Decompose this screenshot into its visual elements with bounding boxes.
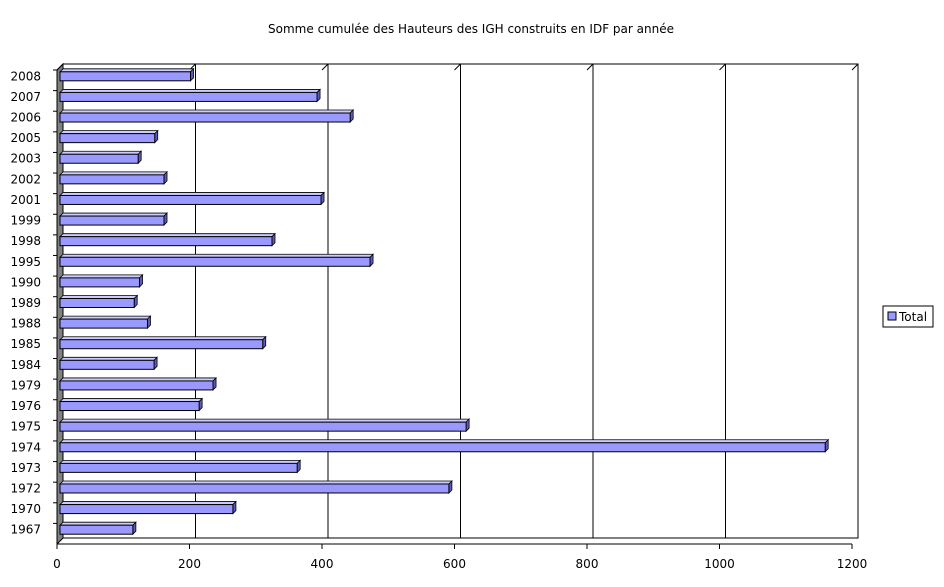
legend-swatch — [887, 311, 897, 321]
legend: Total — [882, 305, 934, 328]
y-tick-label: 1999 — [10, 214, 41, 228]
gridline-depth — [719, 63, 726, 71]
bar — [59, 524, 134, 535]
y-tick-label: 1989 — [10, 296, 41, 310]
chart-title: Somme cumulée des Hauteurs des IGH const… — [268, 22, 674, 36]
plot-area: 0 200 400 600 800 1000 1200 2008 2007 2006 2005 200… — [10, 62, 868, 571]
gridline-depth — [321, 63, 329, 71]
y-tick-label: 1985 — [10, 337, 41, 351]
y-tick-label: 1967 — [10, 523, 41, 537]
y-tick-label: 1973 — [10, 461, 41, 475]
legend-label: Total — [898, 310, 927, 324]
bar — [59, 462, 298, 473]
y-tick-label: 1974 — [10, 440, 41, 454]
bar — [59, 112, 351, 123]
bar — [59, 236, 273, 247]
x-tick-label: 0 — [53, 557, 61, 571]
y-tick-label: 1975 — [10, 420, 41, 434]
y-tick-label: 2002 — [10, 172, 41, 186]
y-tick-label: 1990 — [10, 275, 41, 289]
y-tick-label: 1970 — [10, 502, 41, 516]
x-tick-label: 400 — [311, 557, 334, 571]
y-tick-label: 1995 — [10, 255, 41, 269]
bar — [59, 504, 234, 515]
y-tick-label: 2008 — [10, 69, 41, 83]
bar — [59, 277, 140, 288]
y-tick-label: 2001 — [10, 193, 41, 207]
bar — [59, 442, 826, 453]
legend-frame — [882, 305, 934, 328]
y-tick-label: 1998 — [10, 234, 41, 248]
bar — [59, 215, 165, 226]
y-tick-label: 1988 — [10, 317, 41, 331]
bar — [59, 339, 264, 350]
x-tick-label: 800 — [576, 557, 599, 571]
bar — [59, 401, 200, 412]
bar — [59, 483, 450, 494]
bar — [59, 71, 192, 82]
bar — [59, 133, 156, 144]
bar — [59, 256, 371, 267]
x-tick-label: 1200 — [837, 557, 868, 571]
x-tick-label: 200 — [178, 557, 201, 571]
y-tick-label: 2006 — [10, 111, 41, 125]
bar — [59, 359, 155, 370]
y-tick-label: 2003 — [10, 152, 41, 166]
y-tick-label: 2005 — [10, 131, 41, 145]
y-tick-label: 1976 — [10, 399, 41, 413]
bar — [59, 194, 322, 205]
y-tick-label: 1984 — [10, 358, 41, 372]
bar — [59, 153, 139, 164]
x-tick-label: 1000 — [704, 557, 735, 571]
gridline-depth — [454, 63, 461, 71]
x-tick-label: 600 — [443, 557, 466, 571]
bar — [59, 91, 318, 102]
gridline-depth — [56, 63, 64, 71]
bar — [59, 318, 148, 329]
y-tick-label: 1979 — [10, 378, 41, 392]
gridline-depth — [586, 63, 594, 71]
bar — [59, 174, 165, 185]
y-tick-label: 2007 — [10, 90, 41, 104]
gridline-depth — [851, 63, 859, 71]
bar — [59, 421, 467, 432]
y-tick-label: 1972 — [10, 481, 41, 495]
bar — [59, 298, 135, 308]
bar — [59, 380, 214, 391]
